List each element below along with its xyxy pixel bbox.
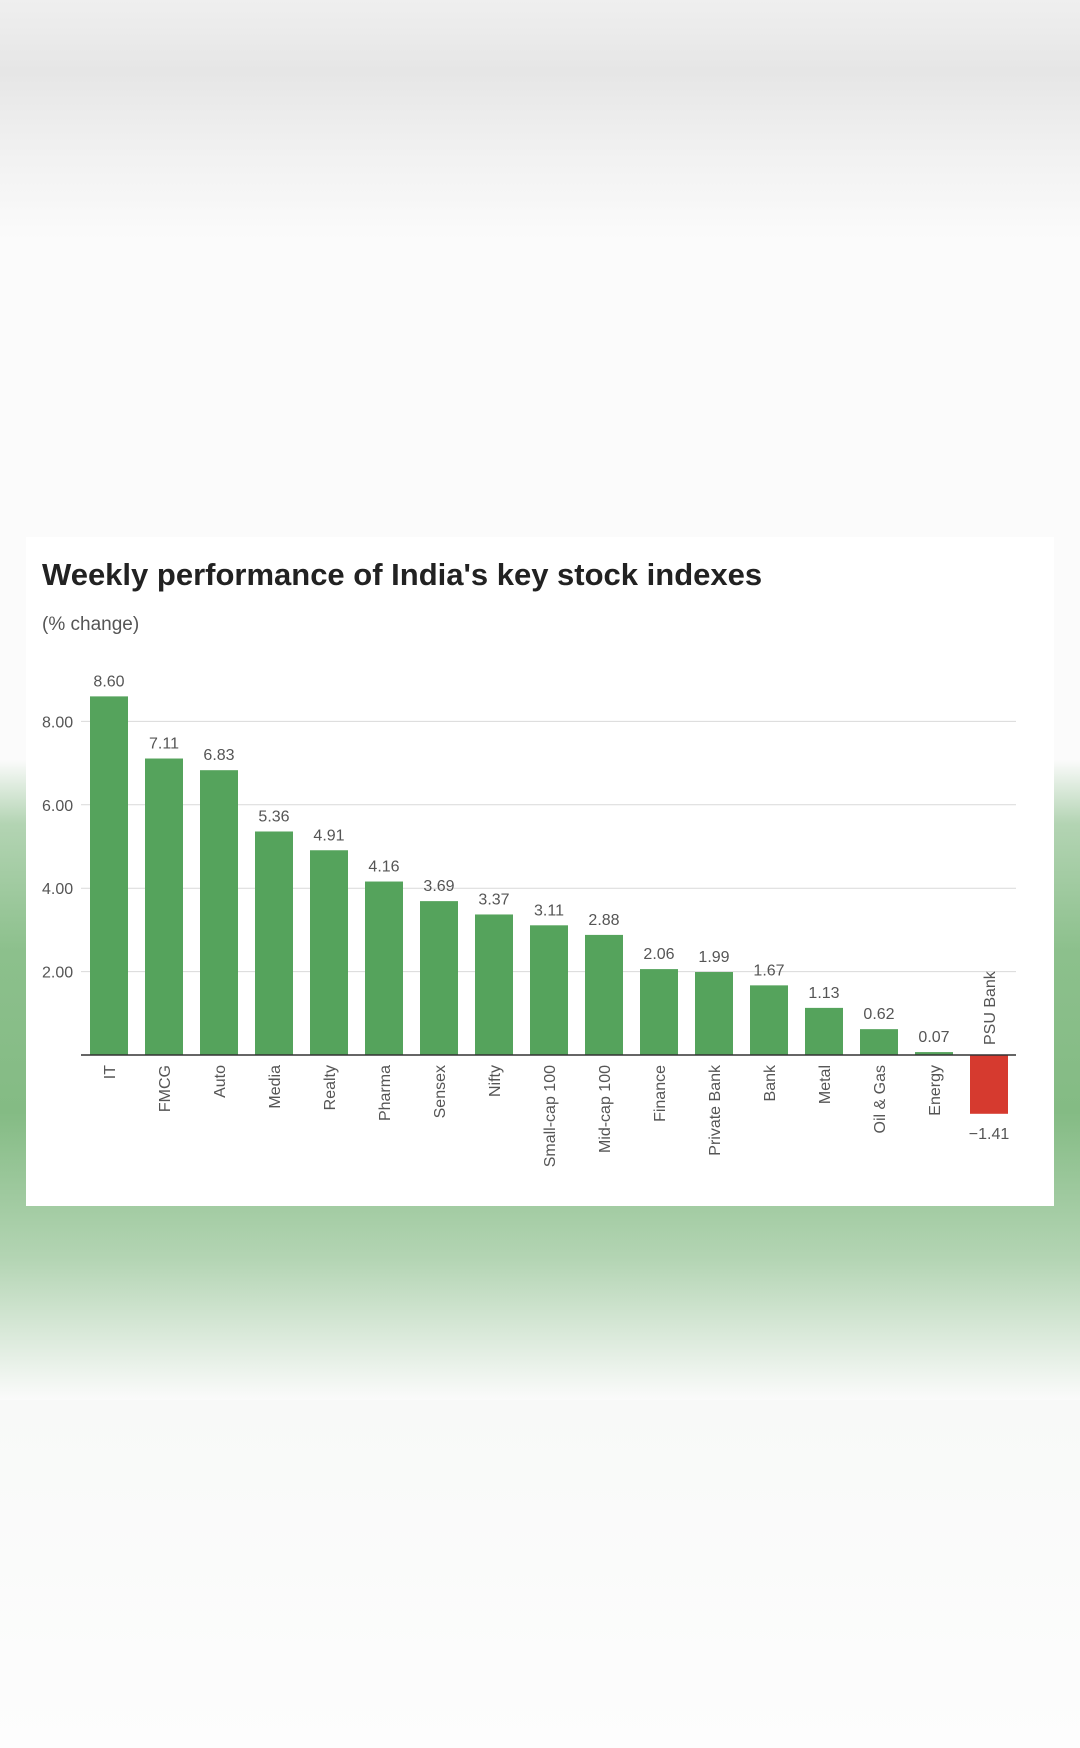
bar-private-bank xyxy=(695,972,733,1055)
bars xyxy=(90,696,1008,1114)
chart-subtitle: (% change) xyxy=(42,614,140,635)
value-label-small-cap-100: 3.11 xyxy=(534,902,564,919)
category-label-small-cap-100: Small-cap 100 xyxy=(542,1065,559,1167)
blurred-footer-backdrop xyxy=(0,1400,1080,1748)
value-label-nifty: 3.37 xyxy=(478,891,509,908)
y-axis-ticks: 2.00 4.00 6.00 8.00 xyxy=(42,714,73,981)
category-label-sensex: Sensex xyxy=(432,1065,449,1118)
category-label-auto: Auto xyxy=(212,1065,229,1098)
blurred-header-backdrop xyxy=(0,0,1080,240)
category-label-fmcg: FMCG xyxy=(157,1065,174,1112)
bar-realty xyxy=(310,850,348,1055)
value-label-oil-and-gas: 0.62 xyxy=(863,1006,894,1023)
bar-bank xyxy=(750,985,788,1055)
category-label-metal: Metal xyxy=(817,1065,834,1104)
y-tick-label: 2.00 xyxy=(42,965,73,982)
value-labels: 8.60 7.11 6.83 5.36 4.91 4.16 3.69 3.37 3.11 2.88… xyxy=(93,673,1009,1142)
value-label-finance: 2.06 xyxy=(643,946,674,963)
value-label-metal: 1.13 xyxy=(808,985,839,1002)
bar-it xyxy=(90,696,128,1055)
value-label-auto: 6.83 xyxy=(203,747,234,764)
bar-fmcg xyxy=(145,758,183,1055)
bar-media xyxy=(255,831,293,1055)
category-label-nifty: Nifty xyxy=(487,1065,504,1097)
value-label-private-bank: 1.99 xyxy=(698,949,729,966)
bar-pharma xyxy=(365,881,403,1055)
chart-card: Weekly performance of India's key stock … xyxy=(26,537,1054,1206)
bar-small-cap-100 xyxy=(530,925,568,1055)
y-tick-label: 8.00 xyxy=(42,714,73,731)
bar-nifty xyxy=(475,914,513,1055)
value-label-fmcg: 7.11 xyxy=(149,736,179,753)
value-label-bank: 1.67 xyxy=(753,962,784,979)
category-label-oil-and-gas: Oil & Gas xyxy=(872,1065,889,1133)
value-label-it: 8.60 xyxy=(93,673,124,690)
category-label-bank: Bank xyxy=(762,1064,779,1101)
value-label-realty: 4.91 xyxy=(313,827,344,844)
bar-sensex xyxy=(420,901,458,1055)
category-label-realty: Realty xyxy=(322,1065,339,1110)
value-label-psu-bank: −1.41 xyxy=(969,1126,1010,1143)
category-label-psu-bank: PSU Bank xyxy=(982,970,999,1045)
value-label-pharma: 4.16 xyxy=(368,859,399,876)
bar-finance xyxy=(640,969,678,1055)
category-label-finance: Finance xyxy=(652,1065,669,1122)
category-label-it: IT xyxy=(102,1065,119,1079)
value-label-energy: 0.07 xyxy=(918,1029,949,1046)
category-label-private-bank: Private Bank xyxy=(707,1064,724,1156)
category-label-mid-cap-100: Mid-cap 100 xyxy=(597,1065,614,1153)
value-label-media: 5.36 xyxy=(258,808,289,825)
y-tick-label: 4.00 xyxy=(42,881,73,898)
bar-oil-and-gas xyxy=(860,1029,898,1055)
bar-metal xyxy=(805,1007,843,1055)
category-labels: IT FMCG Auto Media Realty Pharma Sensex Nifty Sm… xyxy=(102,970,999,1167)
category-label-media: Media xyxy=(267,1065,284,1109)
bar-mid-cap-100 xyxy=(585,934,623,1055)
category-label-pharma: Pharma xyxy=(377,1065,394,1121)
chart-title: Weekly performance of India's key stock … xyxy=(42,557,763,592)
category-label-energy: Energy xyxy=(927,1065,944,1116)
bar-psu-bank xyxy=(970,1055,1008,1114)
bar-auto xyxy=(200,770,238,1055)
bar-chart: 2.00 4.00 6.00 8.00 8.60 7.11 6.83 5.36 4.91 4.1… xyxy=(42,673,1016,1167)
bar-energy xyxy=(915,1052,953,1055)
y-tick-label: 6.00 xyxy=(42,798,73,815)
value-label-mid-cap-100: 2.88 xyxy=(588,912,619,929)
value-label-sensex: 3.69 xyxy=(423,878,454,895)
